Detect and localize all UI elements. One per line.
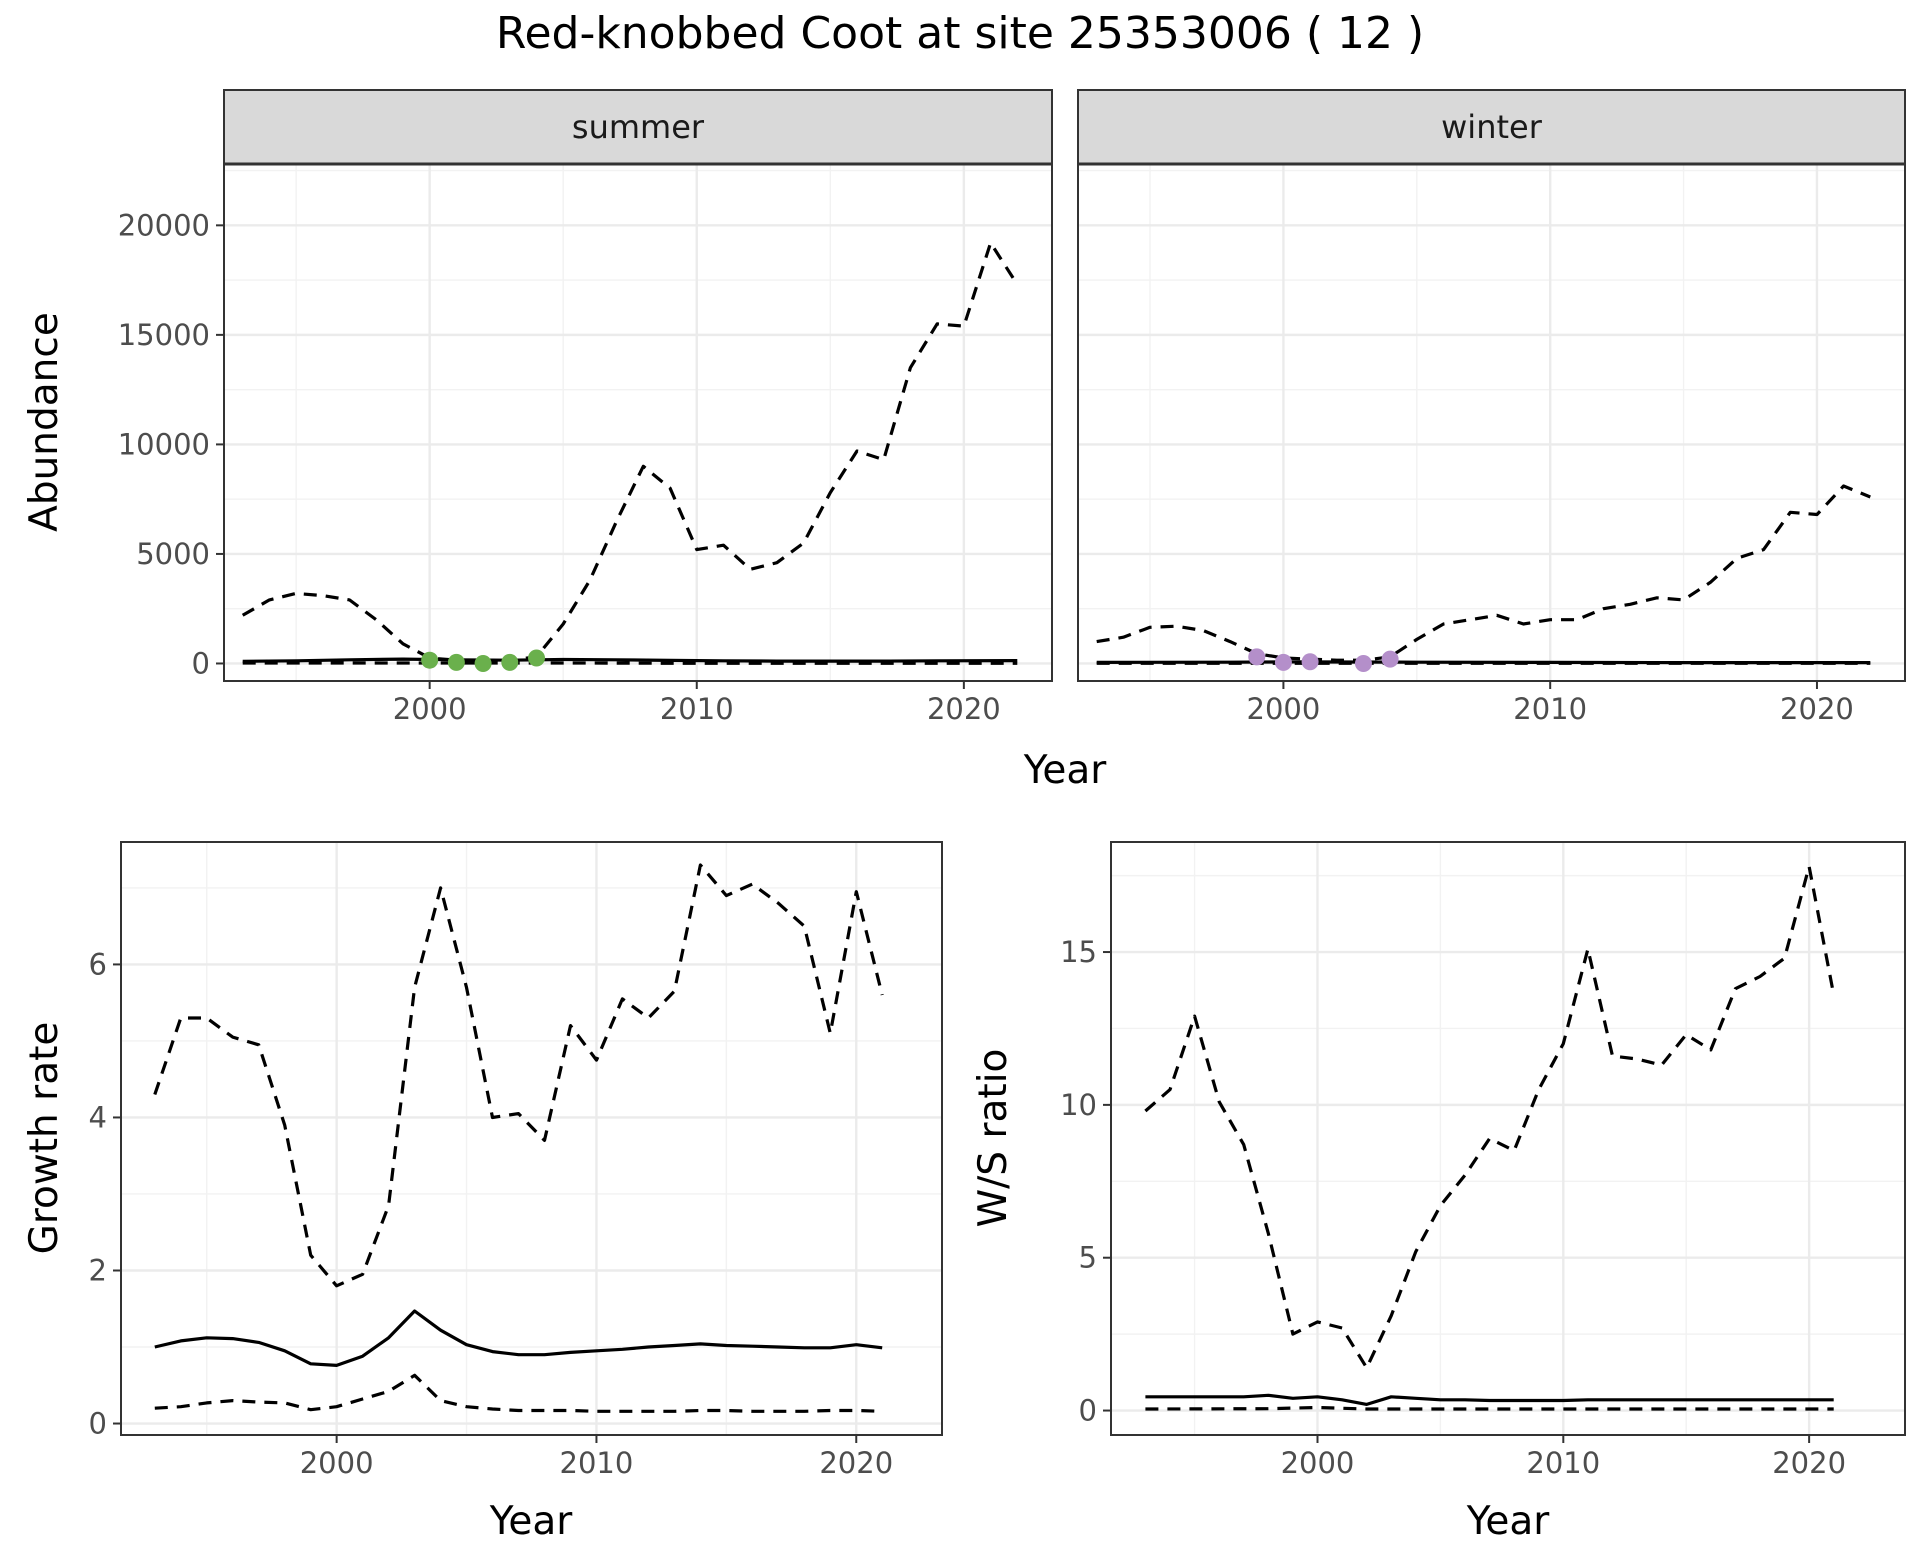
abundance-summer-facet-label: summer (572, 108, 705, 146)
abundance-winter-facet-strip (1077, 89, 1906, 165)
abundance-summer-panel-background (224, 164, 1052, 681)
abundance-summer-panel: 2000 2010 2020 0 5000 10000 15000 20000 summer (118, 89, 1053, 726)
abundance-winter-observation-point (1274, 653, 1292, 671)
abundance-summer-x-tick-label: 2000 (393, 692, 467, 726)
abundance-winter-panel: 2000 2010 2020 winter (1077, 89, 1906, 726)
growth-x-tick-label: 2020 (819, 1446, 893, 1480)
growth-panel: 2000 2010 2020 0 2 4 6 (89, 841, 943, 1480)
abundance-summer-y-tick-label: 15000 (118, 318, 210, 352)
growth-y-tick-label: 6 (89, 947, 107, 981)
ws-ratio-x-tick-label: 2000 (1281, 1446, 1355, 1480)
abundance-summer-x-tick-label: 2020 (927, 692, 1001, 726)
abundance-winter-observation-point (1381, 650, 1399, 668)
ws-ratio-upper-bound-line (1144, 864, 1836, 1370)
ws-ratio-panel-border (1110, 841, 1906, 1436)
abundance-x-axis-title: Year (1023, 748, 1108, 793)
abundance-winter-x-tick-label: 2020 (1780, 692, 1854, 726)
ws-ratio-mean-line (1145, 1393, 1834, 1406)
abundance-winter-observation-point (1354, 654, 1372, 672)
ws-ratio-panel-background (1111, 842, 1905, 1435)
ws-ratio-y-tick-label: 10 (1060, 1088, 1097, 1122)
abundance-winter-observation-point (1248, 648, 1266, 666)
abundance-winter-panel-background (1078, 164, 1905, 681)
ws-ratio-y-axis-title: W/S ratio (971, 1049, 1016, 1228)
abundance-summer-x-tick-label: 2010 (660, 692, 734, 726)
abundance-summer-y-tick-label: 10000 (118, 427, 210, 461)
abundance-winter-mean-line (1096, 660, 1871, 665)
growth-mean-line (154, 1309, 883, 1367)
abundance-summer-y-tick-label: 5000 (136, 537, 210, 571)
growth-x-axis-title: Year (489, 1499, 574, 1544)
ws-ratio-y-tick-label: 5 (1079, 1241, 1097, 1275)
abundance-winter-upper-bound-line (1096, 484, 1871, 662)
ws-ratio-x-axis-title: Year (1466, 1499, 1551, 1544)
growth-panel-background (121, 842, 942, 1435)
abundance-summer-facet-strip (223, 89, 1053, 165)
plots-layer: 2000 2010 202005000100001500020000summer20… (22, 89, 1906, 1544)
abundance-winter-observation-point (1301, 653, 1319, 671)
abundance-summer-y-tick-label: 20000 (118, 208, 210, 242)
ws-ratio-x-tick-label: 2010 (1526, 1446, 1600, 1480)
growth-y-axis-title: Growth rate (22, 1022, 67, 1255)
ws-ratio-y-tick-label: 0 (1079, 1394, 1097, 1428)
abundance-summer-upper-bound-line (241, 241, 1019, 663)
ws-ratio-y-tick-label: 15 (1060, 935, 1097, 969)
abundance-summer-observation-point (421, 651, 439, 669)
ws-ratio-panel: 2000 2010 2020 0 5 10 15 (1060, 841, 1906, 1480)
abundance-y-axis-title: Abundance (22, 312, 67, 532)
abundance-winter-x-tick-label: 2010 (1513, 692, 1587, 726)
abundance-summer-y-tick-label: 0 (192, 646, 210, 680)
growth-y-tick-label: 4 (89, 1100, 107, 1134)
abundance-winter-x-tick-label: 2000 (1247, 692, 1321, 726)
abundance-summer-mean-line (242, 657, 1018, 663)
ws-ratio-x-tick-label: 2020 (1772, 1446, 1846, 1480)
abundance-summer-observation-point (474, 654, 492, 672)
growth-y-tick-label: 0 (89, 1407, 107, 1441)
growth-panel-border (120, 841, 943, 1436)
growth-x-tick-label: 2000 (300, 1446, 374, 1480)
abundance-summer-observation-point (528, 649, 546, 667)
figure-title: Red-knobbed Coot at site 25353006 ( 12 ) (496, 8, 1424, 59)
abundance-winter-facet-label: winter (1441, 108, 1543, 146)
growth-upper-bound-line (153, 863, 884, 1288)
abundance-summer-observation-point (447, 653, 465, 671)
abundance-summer-observation-point (501, 653, 519, 671)
growth-lower-bound-line (154, 1373, 883, 1413)
growth-x-tick-label: 2010 (560, 1446, 634, 1480)
growth-y-tick-label: 2 (89, 1253, 107, 1287)
